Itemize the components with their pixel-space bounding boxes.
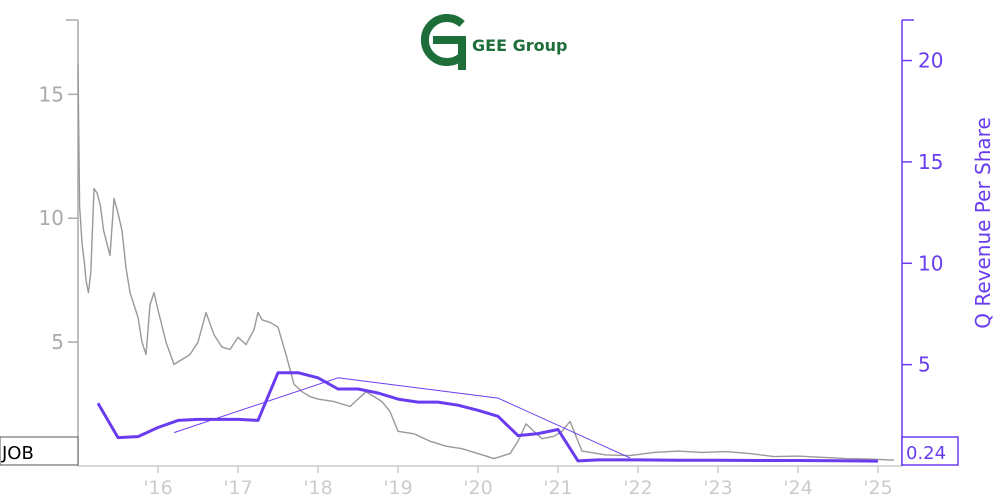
x-tick-label: '19 xyxy=(383,477,412,499)
series-layer xyxy=(77,64,895,463)
x-tick-label: '17 xyxy=(223,477,252,499)
right-axis-ticks: 5 10 15 20 xyxy=(902,49,943,377)
x-axis-ticks: '16 '17 '18 '19 '20 '21 '22 '23 '24 '25 xyxy=(143,466,893,499)
right-tick-label: 20 xyxy=(918,49,943,73)
left-tick-label: 15 xyxy=(39,82,64,106)
latest-value-text: 0.24 xyxy=(906,443,946,464)
latest-value-box xyxy=(901,436,959,466)
x-tick-label: '23 xyxy=(703,477,732,499)
ticker-box xyxy=(0,436,79,466)
x-tick-label: '18 xyxy=(303,477,332,499)
x-tick-label: '25 xyxy=(863,477,892,499)
x-tick-label: '24 xyxy=(783,477,812,499)
right-tick-label: 5 xyxy=(918,353,931,377)
latest-value-label: 0.24 xyxy=(901,436,959,466)
x-tick-label: '16 xyxy=(143,477,172,499)
logo-text: GEE Group xyxy=(472,36,567,55)
ticker-text: JOB xyxy=(1,443,34,464)
x-tick-label: '22 xyxy=(623,477,652,499)
right-tick-label: 15 xyxy=(918,150,943,174)
revenue-trend-series-line xyxy=(173,377,631,459)
logo-mark-icon xyxy=(420,14,466,70)
right-axis-label: Q Revenue Per Share xyxy=(971,117,995,329)
x-tick-label: '21 xyxy=(543,477,572,499)
x-tick-label: '20 xyxy=(463,477,492,499)
left-axis-ticks: 5 10 15 xyxy=(39,82,78,354)
ticker-label: JOB xyxy=(0,436,79,466)
left-tick-label: 5 xyxy=(51,330,64,354)
right-tick-label: 10 xyxy=(918,251,943,275)
gee-group-logo: GEE Group xyxy=(420,14,567,70)
price-series-line xyxy=(77,64,895,461)
revenue-series-line xyxy=(96,371,879,463)
left-tick-label: 10 xyxy=(39,206,64,230)
